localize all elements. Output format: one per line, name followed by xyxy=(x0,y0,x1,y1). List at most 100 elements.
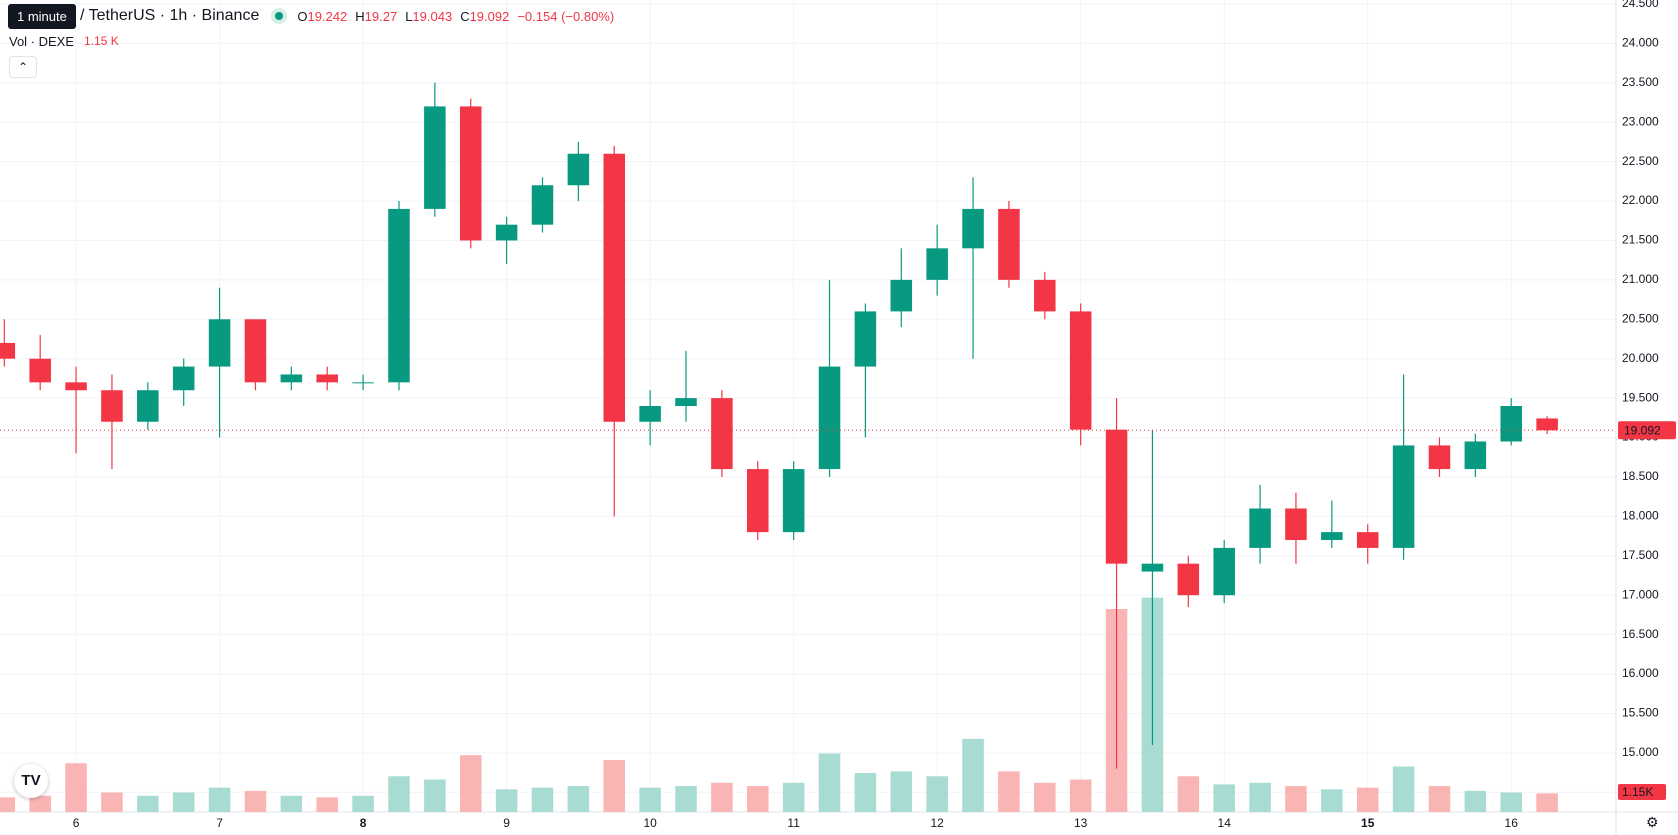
ohlc-value: 19.242 xyxy=(307,9,348,24)
candle-body xyxy=(1500,406,1522,442)
y-tick-label: 16.500 xyxy=(1622,627,1659,641)
collapse-button[interactable]: ⌃ xyxy=(9,56,37,78)
candle-body xyxy=(172,366,195,391)
y-tick-label: 21.500 xyxy=(1622,233,1659,247)
tooltip: 1 minute xyxy=(8,4,76,29)
x-tick-label: 9 xyxy=(503,816,510,830)
candle-body xyxy=(65,382,87,391)
y-tick-label: 22.500 xyxy=(1622,154,1659,168)
ohlc-value: 19.092 xyxy=(469,9,510,24)
volume-bar xyxy=(29,795,51,812)
volume-bar xyxy=(352,795,374,812)
candle-body xyxy=(29,358,51,383)
y-tick-label: 16.000 xyxy=(1622,666,1659,680)
x-tick-label: 13 xyxy=(1074,816,1088,830)
ohlc-label: O xyxy=(297,9,308,24)
volume-bar xyxy=(1249,782,1271,812)
candle-body xyxy=(1141,563,1164,572)
volume-bar xyxy=(1500,792,1522,812)
volume-bar xyxy=(0,797,16,812)
volume-bar xyxy=(244,790,267,812)
y-tick-label: 22.000 xyxy=(1622,193,1659,207)
legend-header: / TetherUS · 1h · Binance O19.242 H19.27 L… xyxy=(80,4,614,28)
volume-bar xyxy=(1069,779,1092,812)
volume-bar xyxy=(567,786,590,812)
volume-bar xyxy=(1177,776,1200,812)
volume-bar xyxy=(1536,793,1558,812)
y-tick-label: 20.500 xyxy=(1622,311,1659,325)
candle-body xyxy=(316,374,338,383)
candle-body xyxy=(388,208,410,383)
volume-bar xyxy=(854,773,877,812)
volume-bar xyxy=(101,792,123,812)
x-tick-label: 6 xyxy=(73,816,80,830)
y-tick-label: 15.000 xyxy=(1622,745,1659,759)
x-tick-label: 11 xyxy=(787,816,800,830)
volume-bar xyxy=(1213,784,1235,812)
volume-bar xyxy=(675,786,697,812)
candle-body xyxy=(998,208,1020,280)
volume-bar xyxy=(388,776,410,812)
candle-body xyxy=(675,398,697,406)
last-price-label: 19.092 xyxy=(1624,423,1661,437)
volume-bar xyxy=(495,789,518,812)
candle-body xyxy=(1428,445,1451,470)
volume-bar xyxy=(998,771,1020,812)
logo[interactable]: TV xyxy=(14,764,48,798)
settings-icon[interactable]: ⚙ xyxy=(1646,814,1659,830)
y-tick-label: 17.500 xyxy=(1622,548,1659,562)
volume-bar xyxy=(711,782,733,812)
volume-bar xyxy=(782,782,805,812)
candle-body xyxy=(0,342,16,359)
candle-body xyxy=(890,279,913,312)
volume-bar xyxy=(1285,786,1307,812)
y-tick-label: 24.500 xyxy=(1622,0,1659,10)
y-tick-label: 17.000 xyxy=(1622,587,1659,601)
y-tick-label: 23.500 xyxy=(1622,75,1659,89)
ohlc-label: L xyxy=(405,9,413,24)
candle-body xyxy=(424,106,446,209)
candle-body xyxy=(782,469,805,533)
volume-bar xyxy=(424,779,446,812)
candle-body xyxy=(1249,508,1271,548)
y-tick-label: 15.500 xyxy=(1622,706,1659,720)
volume-last-box xyxy=(1618,784,1666,800)
y-tick-label: 23.000 xyxy=(1622,114,1659,128)
volume-bar xyxy=(1464,790,1487,812)
candle-body xyxy=(818,366,841,470)
candle-body xyxy=(1177,563,1200,596)
x-tick-label: 10 xyxy=(643,816,657,830)
candle-body xyxy=(962,208,984,249)
change: −0.154 (−0.80%) xyxy=(517,8,615,24)
ohlc: O19.242 H19.27 L19.043 C19.092 xyxy=(297,8,509,24)
volume-bar xyxy=(316,797,338,812)
ohlc-value: 19.27 xyxy=(364,9,398,24)
y-tick-label: 24.000 xyxy=(1622,36,1659,50)
y-tick-label: 19.500 xyxy=(1622,390,1659,404)
x-tick-label: 15 xyxy=(1361,816,1375,830)
volume-bar xyxy=(208,787,231,812)
candle-body xyxy=(101,390,123,422)
candle-body xyxy=(1321,532,1343,541)
candle-body xyxy=(1536,418,1558,431)
candle-body xyxy=(854,311,877,367)
candle-body xyxy=(244,319,267,383)
x-tick-label: 12 xyxy=(930,816,944,830)
ohlc-value: 19.043 xyxy=(412,9,453,24)
candle-body xyxy=(1034,279,1056,312)
volume-name: Vol · DEXE xyxy=(9,33,75,49)
volume-last-label: 1.15K xyxy=(1622,785,1653,799)
candle-body xyxy=(1285,508,1307,541)
volume-bar xyxy=(65,763,87,812)
volume-bar xyxy=(137,795,159,812)
candle-body xyxy=(926,248,948,280)
candle-body xyxy=(137,390,159,422)
x-tick-label: 7 xyxy=(216,816,223,830)
candle-body xyxy=(747,469,769,533)
status-dot xyxy=(271,8,288,24)
candle-body xyxy=(208,319,231,367)
volume-bar xyxy=(280,795,303,812)
volume-bar xyxy=(1392,766,1415,812)
candle-body xyxy=(352,382,374,384)
candle-body xyxy=(1105,429,1128,564)
